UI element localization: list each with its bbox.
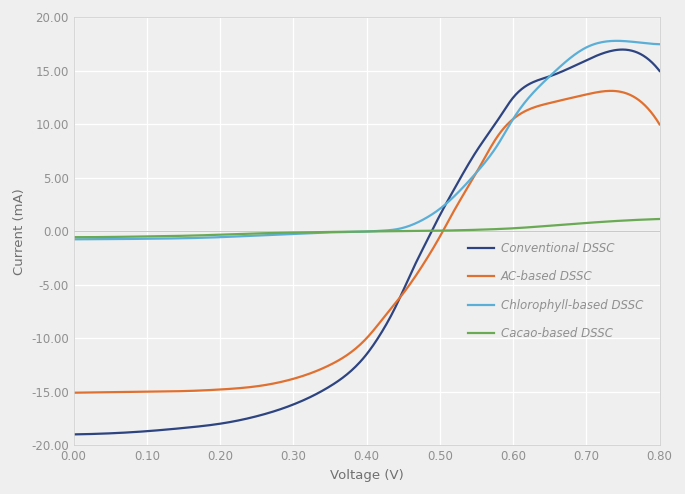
Y-axis label: Current (mA): Current (mA) (12, 188, 25, 275)
AC-based DSSC (493, 135, 501, 141)
Cacao-based DSSC (440, 228, 448, 234)
Legend: Conventional DSSC, AC-based DSSC, Chlorophyll-based DSSC, Cacao-based DSSC: Conventional DSSC, AC-based DSSC, Chloro… (463, 238, 648, 345)
AC-based DSSC (495, 130, 503, 136)
Conventional DSSC (438, 208, 447, 214)
Conventional DSSC (495, 115, 503, 121)
Chlorophyll-based DSSC (438, 204, 447, 210)
Conventional DSSC (70, 431, 78, 437)
Cacao-based DSSC (70, 234, 78, 240)
Conventional DSSC (493, 119, 501, 125)
Cacao-based DSSC (262, 230, 270, 236)
X-axis label: Voltage (V): Voltage (V) (329, 468, 403, 482)
Cacao-based DSSC (656, 216, 664, 222)
Line: Conventional DSSC: Conventional DSSC (74, 49, 660, 434)
Cacao-based DSSC (74, 234, 82, 240)
Conventional DSSC (656, 68, 664, 74)
AC-based DSSC (607, 88, 615, 94)
AC-based DSSC (656, 122, 664, 127)
AC-based DSSC (301, 372, 310, 378)
AC-based DSSC (140, 389, 148, 395)
Line: Cacao-based DSSC: Cacao-based DSSC (74, 219, 660, 237)
Cacao-based DSSC (142, 234, 150, 240)
Conventional DSSC (301, 396, 310, 402)
Chlorophyll-based DSSC (70, 236, 78, 242)
Chlorophyll-based DSSC (656, 41, 664, 47)
AC-based DSSC (438, 229, 447, 235)
Cacao-based DSSC (497, 226, 505, 232)
AC-based DSSC (260, 382, 269, 388)
Conventional DSSC (260, 411, 269, 417)
Conventional DSSC (619, 46, 627, 52)
Chlorophyll-based DSSC (301, 230, 310, 236)
Chlorophyll-based DSSC (495, 139, 503, 145)
Chlorophyll-based DSSC (140, 236, 148, 242)
Line: AC-based DSSC: AC-based DSSC (74, 91, 660, 393)
Chlorophyll-based DSSC (493, 144, 501, 150)
Line: Chlorophyll-based DSSC: Chlorophyll-based DSSC (74, 41, 660, 239)
Conventional DSSC (140, 428, 148, 434)
Chlorophyll-based DSSC (260, 232, 269, 238)
Cacao-based DSSC (494, 226, 502, 232)
Chlorophyll-based DSSC (613, 38, 621, 44)
Cacao-based DSSC (303, 229, 311, 235)
AC-based DSSC (70, 390, 78, 396)
